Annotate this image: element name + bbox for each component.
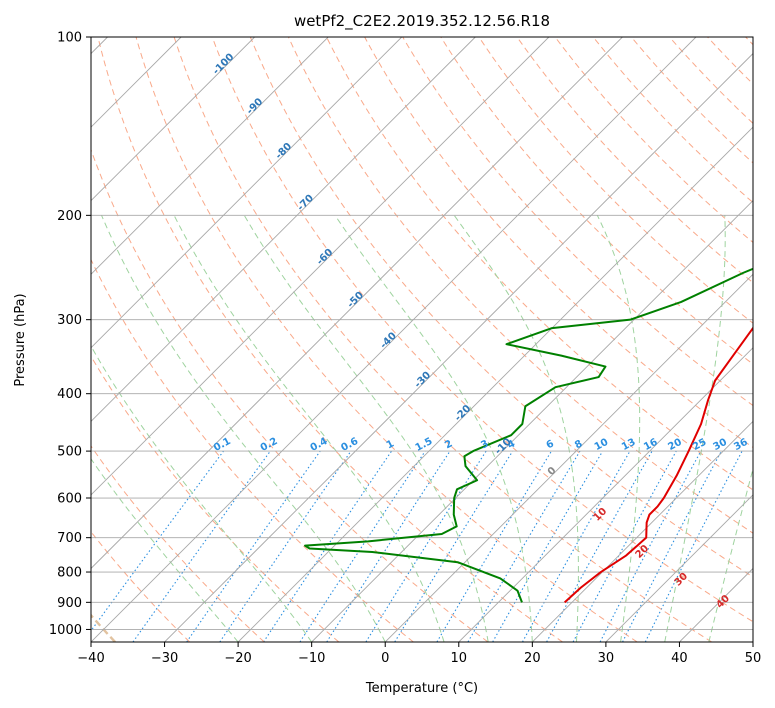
dry-adiabat [135, 37, 638, 642]
mixing-ratio-line [365, 450, 487, 642]
dry-adiabat [249, 37, 753, 578]
isotherm-line [91, 37, 550, 496]
x-tick-label: 40 [671, 651, 688, 666]
y-tick-label: 200 [57, 209, 82, 224]
mixing-ratio-label: 8 [573, 438, 584, 451]
x-axis-ticks: −40 −30 −20 −10 0 10 20 30 40 50 [77, 642, 761, 666]
x-tick-label: 50 [745, 651, 762, 666]
isotherm-line [91, 37, 255, 202]
y-axis-label: Pressure (hPa) [13, 293, 28, 386]
isotherm-lines [91, 37, 753, 642]
y-axis-ticks: 100 200 300 400 500 600 700 800 900 1000 [49, 31, 91, 638]
mixing-ratio-line [186, 450, 321, 642]
y-tick-label: 900 [57, 596, 82, 611]
isotherm-line [91, 37, 329, 275]
mixing-ratio-label: 4 [506, 438, 517, 451]
mixing-ratio-line [394, 450, 514, 642]
moist-adiabat [173, 215, 445, 642]
moist-adiabat [91, 345, 313, 642]
y-tick-label: 1000 [49, 623, 82, 638]
mixing-ratio-line [467, 450, 581, 642]
isotherm-line [91, 37, 476, 422]
mixing-ratio-label: 2 [443, 438, 454, 451]
dry-adiabat [173, 37, 713, 642]
dry-adiabats [91, 37, 753, 642]
dry-adiabat [97, 37, 563, 642]
plot-background [91, 37, 753, 642]
y-tick-label: 500 [57, 445, 82, 460]
isotherm-line [532, 420, 753, 642]
temperature-profile-line [563, 326, 753, 604]
dry-adiabat [630, 37, 753, 164]
moist-adiabat [453, 215, 579, 642]
moist-adiabat [664, 215, 726, 642]
isotherm-line [91, 37, 403, 349]
isotherm-line [458, 347, 753, 642]
mixing-ratio-label: 6 [545, 438, 556, 451]
y-tick-label: 400 [57, 387, 82, 402]
mixing-ratio-label: 1 [385, 438, 396, 451]
plot-frame [90, 36, 754, 643]
isotherm-line [91, 37, 623, 570]
mixing-ratio-line [521, 450, 631, 642]
x-tick-label: 0 [381, 651, 389, 666]
x-tick-label: −20 [224, 651, 251, 666]
moist-adiabat [91, 458, 239, 642]
mixing-ratio-label: 3 [479, 438, 490, 451]
x-tick-label: −30 [151, 651, 178, 666]
isotherm-line [237, 126, 753, 642]
y-tick-label: 700 [57, 531, 82, 546]
dewpoint-profile-line [304, 267, 753, 603]
dry-adiabat [91, 445, 265, 642]
isotherm-line [605, 494, 753, 642]
mixing-ratio-line [492, 450, 604, 642]
dry-adiabat [287, 37, 753, 534]
mixing-ratio-line [91, 450, 224, 632]
chart-title: wetPf2_C2E2.2019.352.12.56.R18 [294, 12, 550, 31]
dry-adiabat [592, 37, 753, 204]
isotherm-line [384, 273, 753, 642]
mixing-ratio-line [436, 450, 552, 642]
isotherm-line [311, 200, 753, 642]
mixing-ratio-line [572, 450, 677, 642]
x-tick-label: 20 [524, 651, 541, 666]
dry-adiabat [91, 258, 414, 642]
x-tick-label: −40 [77, 651, 104, 666]
dry-adiabat [326, 37, 753, 491]
x-tick-label: 30 [598, 651, 615, 666]
mixing-ratio-line [132, 450, 271, 642]
dry-adiabat [402, 37, 753, 407]
dry-adiabat [211, 37, 753, 623]
isotherm-line [91, 37, 697, 642]
mixing-ratio-line [219, 450, 352, 642]
y-tick-label: 100 [57, 31, 82, 46]
isotherm-line [164, 52, 753, 642]
y-tick-label: 800 [57, 566, 82, 581]
x-tick-label: 10 [451, 651, 468, 666]
moist-adiabat [101, 215, 386, 642]
profile-series [304, 267, 753, 604]
x-tick-label: −10 [298, 651, 325, 666]
moist-adiabat [334, 215, 533, 642]
x-axis-label: Temperature (°C) [365, 681, 478, 696]
y-tick-label: 300 [57, 313, 82, 328]
mixing-ratio-line [326, 450, 451, 642]
moist-adiabat [596, 215, 641, 642]
pressure-gridlines [91, 37, 753, 630]
y-tick-label: 600 [57, 492, 82, 507]
dry-adiabat [478, 37, 753, 324]
